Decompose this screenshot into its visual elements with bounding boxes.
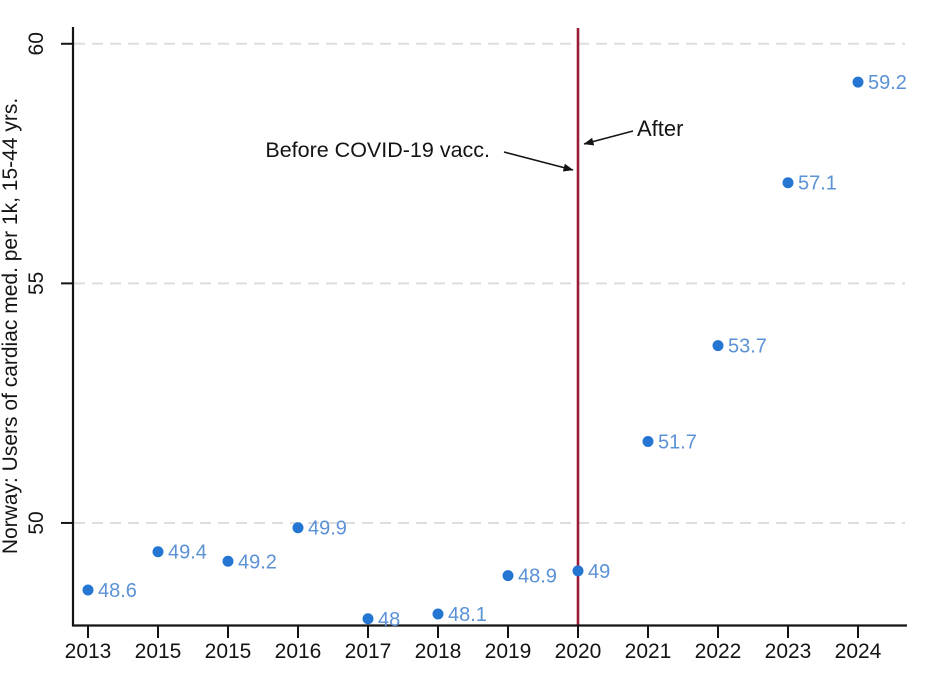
data-point bbox=[292, 522, 304, 534]
data-point-label: 53.7 bbox=[728, 336, 767, 358]
data-point-label: 49.4 bbox=[168, 542, 207, 564]
data-point-label: 48 bbox=[378, 609, 400, 631]
data-point bbox=[82, 584, 94, 596]
arrow-before bbox=[503, 151, 574, 172]
arrow-after bbox=[583, 130, 634, 146]
data-point bbox=[502, 570, 514, 582]
x-tick-label: 2024 bbox=[835, 640, 882, 663]
x-tick-label: 2020 bbox=[555, 640, 602, 663]
x-tick-label: 2015 bbox=[205, 640, 252, 663]
x-tick-label: 2016 bbox=[275, 640, 322, 663]
y-tick-label: 60 bbox=[25, 32, 48, 55]
x-tick-label: 2018 bbox=[415, 640, 462, 663]
data-point-label: 59.2 bbox=[868, 72, 907, 94]
data-point-label: 48.6 bbox=[98, 580, 137, 602]
data-point bbox=[222, 555, 234, 567]
x-tick-label: 2013 bbox=[65, 640, 112, 663]
data-point bbox=[362, 613, 374, 625]
annotation-after-label: After bbox=[637, 116, 683, 141]
data-point bbox=[572, 565, 584, 577]
data-point bbox=[782, 177, 794, 189]
x-tick-label: 2017 bbox=[345, 640, 392, 663]
annotation-before-label: Before COVID-19 vacc. bbox=[265, 138, 490, 162]
x-tick-label: 2015 bbox=[135, 640, 182, 663]
x-tick-label: 2022 bbox=[695, 640, 742, 663]
data-point-label: 48.9 bbox=[518, 566, 557, 588]
x-tick-label: 2019 bbox=[485, 640, 532, 663]
data-point-label: 57.1 bbox=[798, 173, 837, 195]
data-point bbox=[712, 340, 724, 352]
y-tick-label: 50 bbox=[25, 511, 48, 534]
data-point bbox=[642, 435, 654, 447]
data-point bbox=[432, 608, 444, 620]
x-tick-label: 2021 bbox=[625, 640, 672, 663]
x-tick-label: 2023 bbox=[765, 640, 812, 663]
data-point-label: 48.1 bbox=[448, 604, 487, 626]
data-point-label: 51.7 bbox=[658, 431, 697, 453]
y-tick-label: 55 bbox=[25, 272, 48, 295]
data-point-label: 49.9 bbox=[308, 518, 347, 540]
y-axis-title: Norway: Users of cardiac med. per 1k, 15… bbox=[0, 98, 22, 554]
data-point-label: 49 bbox=[588, 561, 610, 583]
data-point-label: 49.2 bbox=[238, 551, 277, 573]
data-point bbox=[152, 546, 164, 558]
chart-render-layer: 50 55 60 2013 2015 2015 2016 2017 2018 2019 2020 20… bbox=[25, 27, 907, 663]
data-point bbox=[852, 76, 864, 88]
